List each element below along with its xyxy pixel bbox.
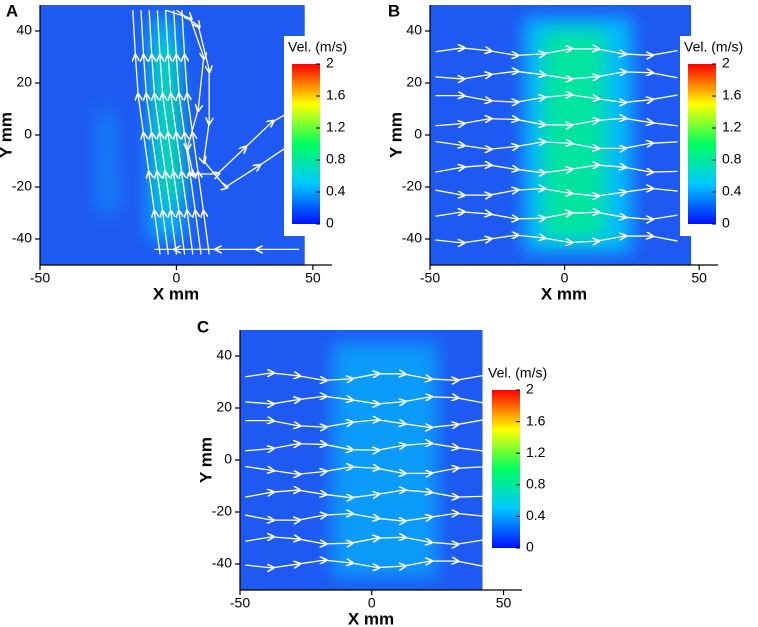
x-tick-label: -50 <box>30 270 50 286</box>
streamline <box>435 235 678 243</box>
colorbar-title: Vel. (m/s) <box>288 39 347 55</box>
colorbar-tick-label: 2 <box>326 55 334 71</box>
streamline <box>245 537 483 544</box>
y-tick-label: -20 <box>212 503 232 519</box>
y-tick-label: 20 <box>406 74 422 90</box>
y-tick-label: -20 <box>402 178 422 194</box>
x-tick-label: -50 <box>230 595 250 611</box>
y-tick-label: 20 <box>16 74 32 90</box>
streamline <box>245 560 483 568</box>
x-tick-label: 50 <box>305 270 321 286</box>
velocity-field <box>40 5 305 265</box>
streamline <box>435 95 678 103</box>
colorbar-tick-label: 1.6 <box>326 87 346 103</box>
streamline <box>435 188 678 196</box>
x-tick-label: 50 <box>496 595 512 611</box>
streamline <box>435 165 678 173</box>
y-axis-label: Y mm <box>196 437 215 483</box>
colorbar-tick-label: 0 <box>526 539 534 555</box>
x-axis-label: X mm <box>541 284 587 303</box>
colorbar-tick-label: 2 <box>526 381 534 397</box>
streamline <box>245 373 483 380</box>
colorbar-tick-label: 0.8 <box>526 476 546 492</box>
y-tick-label: 0 <box>414 126 422 142</box>
streamline <box>245 396 483 404</box>
colorbar <box>492 390 520 548</box>
streamline <box>245 513 483 521</box>
velocity-field <box>240 330 483 590</box>
colorbar-tick-label: 0 <box>326 215 334 231</box>
y-axis-label: Y mm <box>0 112 15 158</box>
panel-label: B <box>388 1 400 20</box>
velocity-field <box>430 5 692 265</box>
colorbar-tick-label: 0 <box>722 215 730 231</box>
colorbar-tick-label: 1.6 <box>526 412 546 428</box>
colorbar-title: Vel. (m/s) <box>488 365 547 381</box>
x-tick-label: 50 <box>691 270 707 286</box>
colorbar <box>688 64 716 224</box>
y-tick-label: 40 <box>216 347 232 363</box>
panel-label: C <box>197 317 209 336</box>
field-band <box>94 109 122 213</box>
y-tick-label: 20 <box>216 399 232 415</box>
colorbar-tick-label: 2 <box>722 55 730 71</box>
y-tick-label: 40 <box>16 22 32 38</box>
x-tick-label: 0 <box>173 270 181 286</box>
y-tick-label: -40 <box>212 555 232 571</box>
streamline <box>435 212 678 219</box>
streamline <box>245 420 483 428</box>
streamline <box>435 48 678 55</box>
streamline <box>245 443 483 451</box>
colorbar-tick-label: 0.8 <box>326 151 346 167</box>
colorbar-tick-label: 0.8 <box>722 151 742 167</box>
y-tick-label: -40 <box>12 230 32 246</box>
colorbar-tick-label: 1.6 <box>722 87 742 103</box>
colorbar-tick-label: 0.4 <box>722 183 742 199</box>
field-band <box>543 31 605 239</box>
streamline <box>245 467 483 475</box>
y-axis-label: Y mm <box>386 112 405 158</box>
streamline <box>435 71 678 79</box>
field-band <box>332 343 438 577</box>
y-tick-label: 0 <box>224 451 232 467</box>
streamline <box>435 142 678 150</box>
x-tick-label: -50 <box>420 270 440 286</box>
x-tick-label: 0 <box>561 270 569 286</box>
colorbar-tick-label: 1.2 <box>526 444 546 460</box>
colorbar-tick-label: 0.4 <box>526 507 546 523</box>
streamline <box>245 490 483 498</box>
x-tick-label: 0 <box>368 595 376 611</box>
colorbar-tick-label: 1.2 <box>326 119 346 135</box>
y-tick-label: 40 <box>406 22 422 38</box>
x-axis-label: X mm <box>153 284 199 303</box>
y-tick-label: -20 <box>12 178 32 194</box>
streamline <box>176 9 305 187</box>
y-tick-label: -40 <box>402 230 422 246</box>
colorbar-title: Vel. (m/s) <box>684 39 743 55</box>
x-axis-label: X mm <box>348 609 394 627</box>
panel-label: A <box>6 1 18 20</box>
colorbar <box>292 64 320 224</box>
y-tick-label: 0 <box>24 126 32 142</box>
colorbar-tick-label: 0.4 <box>326 183 346 199</box>
colorbar-tick-label: 1.2 <box>722 119 742 135</box>
streamline <box>435 118 678 126</box>
